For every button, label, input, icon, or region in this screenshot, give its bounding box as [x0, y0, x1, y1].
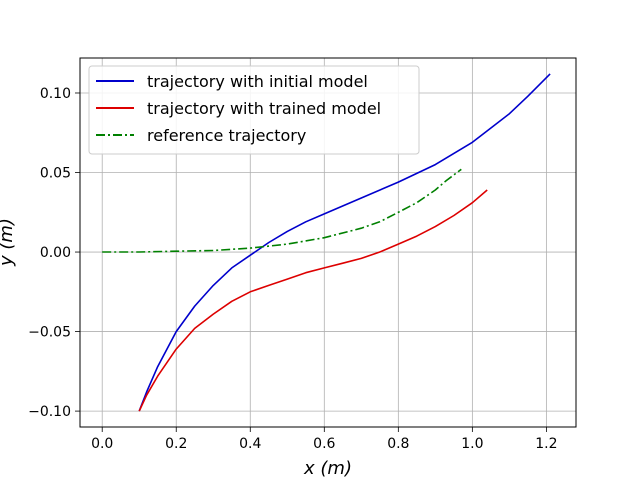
y-axis-title: y (m)	[0, 218, 17, 267]
axis-ticks: 0.0 0.2 0.4 0.6 0.8 1.0 1.2 −0.10 −0.05 0.00 0.05 0…	[28, 86, 557, 452]
legend: trajectory with initial model trajectory…	[88, 65, 420, 155]
y-tick-label: 0.10	[40, 86, 71, 102]
y-tick-label: −0.10	[28, 404, 71, 420]
legend-label-reference: reference trajectory	[147, 126, 306, 145]
x-tick-label: 0.8	[387, 436, 409, 452]
plot-series	[102, 73, 551, 412]
series-line-initial-model	[138, 73, 551, 412]
y-tick-label: −0.05	[28, 325, 71, 341]
series-line-reference	[102, 168, 462, 253]
x-tick-label: 1.2	[535, 436, 557, 452]
plot-frame	[79, 57, 577, 428]
x-tick-label: 0.2	[165, 436, 187, 452]
x-tick-label: 0.4	[239, 436, 261, 452]
series-line-trained-model	[138, 189, 488, 412]
x-tick-label: 0.0	[91, 436, 113, 452]
legend-box	[88, 65, 420, 155]
legend-label-initial-model: trajectory with initial model	[147, 72, 368, 91]
x-axis-title: x (m)	[303, 458, 352, 479]
y-tick-label: 0.00	[40, 245, 71, 261]
x-tick-label: 1.0	[461, 436, 483, 452]
y-tick-label: 0.05	[40, 166, 71, 182]
legend-label-trained-model: trajectory with trained model	[147, 99, 381, 118]
x-tick-label: 0.6	[313, 436, 335, 452]
